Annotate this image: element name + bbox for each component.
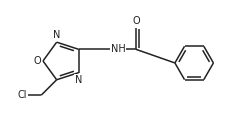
Text: O: O — [33, 56, 41, 66]
Text: O: O — [132, 16, 139, 26]
Text: N: N — [53, 30, 60, 40]
Text: N: N — [75, 75, 82, 85]
Text: Cl: Cl — [18, 90, 27, 100]
Text: NH: NH — [110, 44, 125, 54]
